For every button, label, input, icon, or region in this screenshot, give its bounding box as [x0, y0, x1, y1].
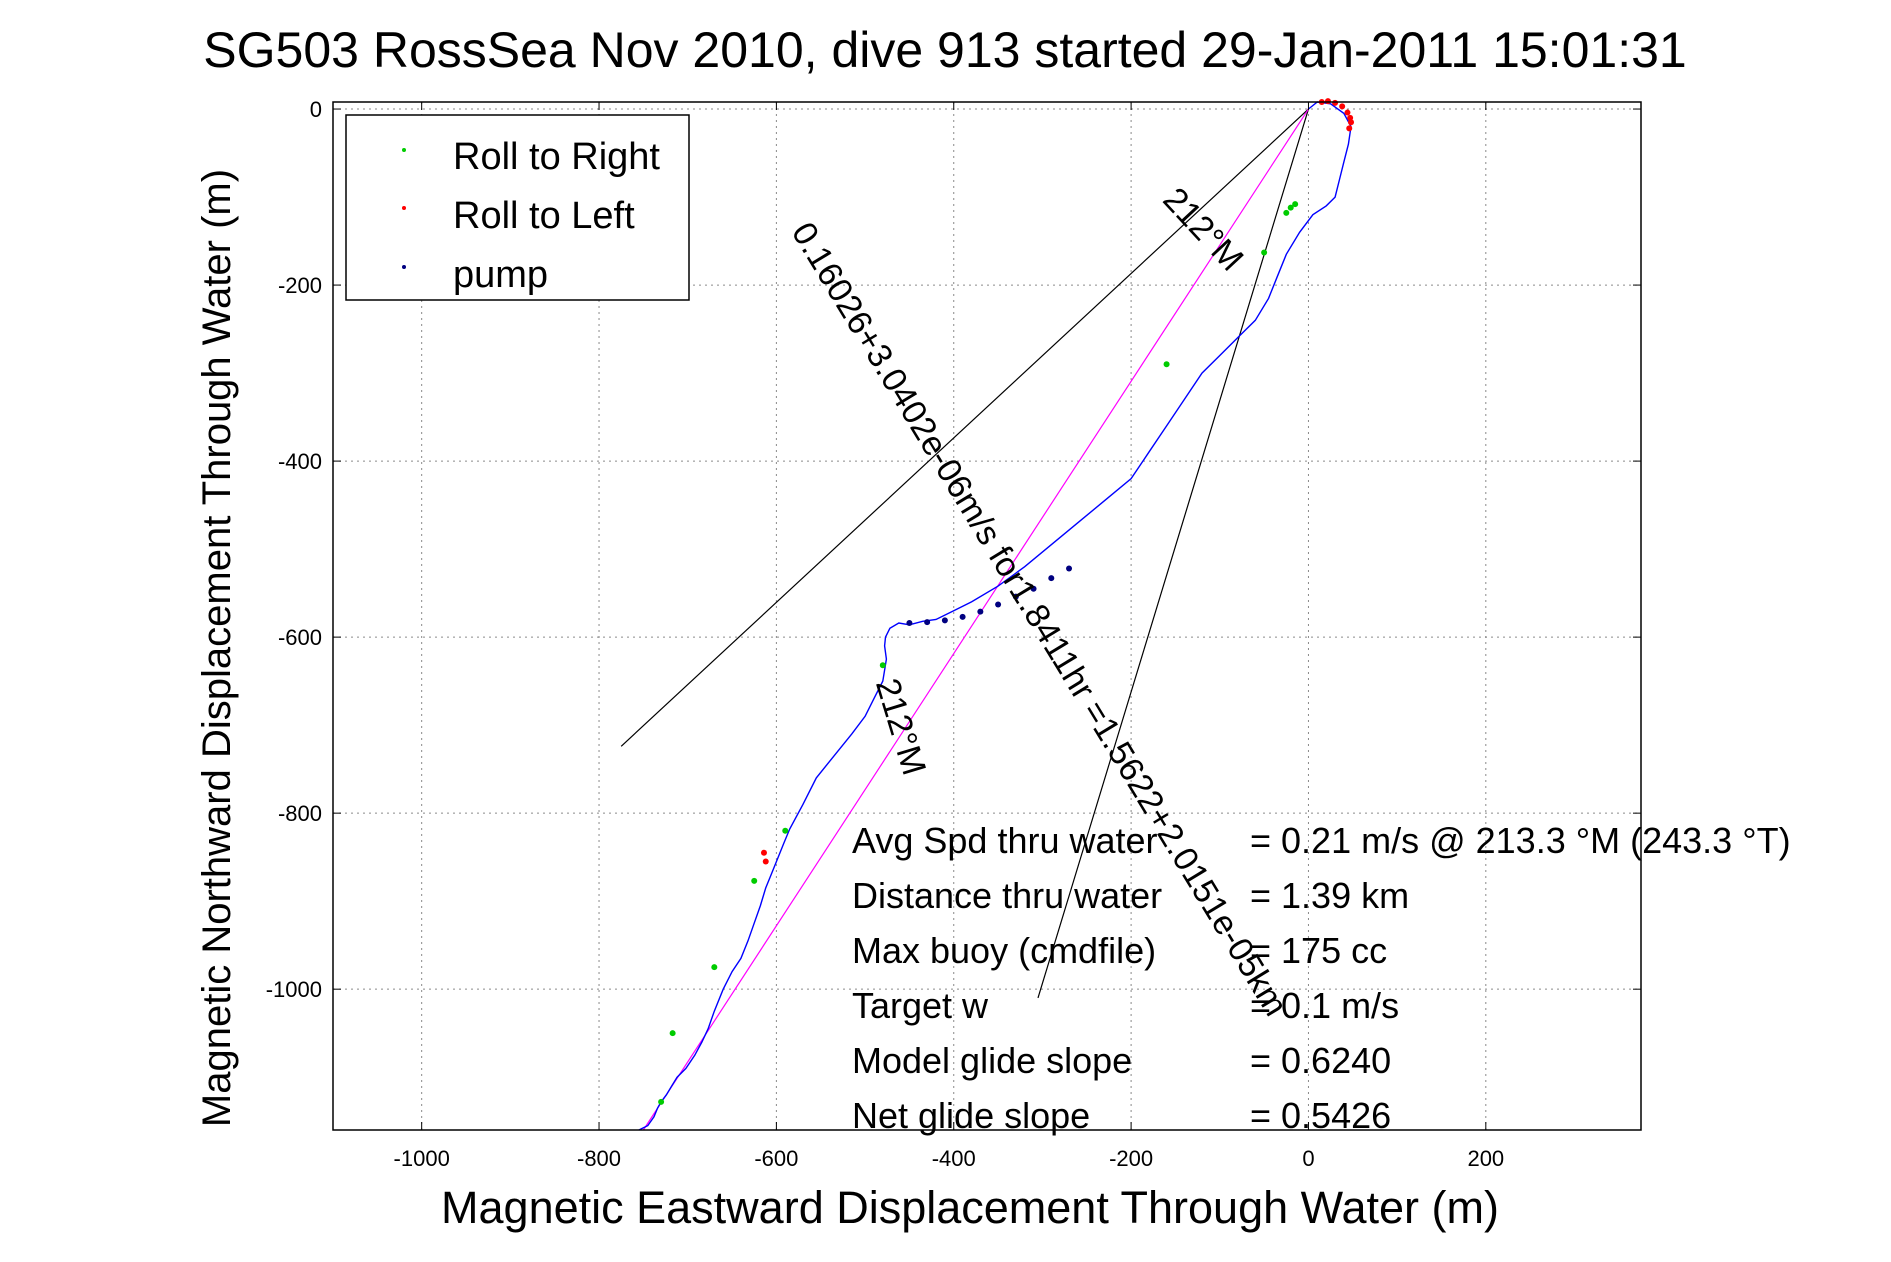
legend: Roll to Right Roll to Left pump	[345, 114, 690, 301]
pump-point	[995, 601, 1002, 608]
annotation-label: Avg Spd thru water	[852, 820, 1158, 861]
legend-label-roll-right: Roll to Right	[453, 136, 660, 178]
annotation-label: Model glide slope	[852, 1040, 1132, 1081]
pump-point	[1066, 565, 1073, 572]
pump-point	[1048, 575, 1055, 582]
legend-marker-roll-right	[402, 148, 406, 152]
y-axis-label: Magnetic Northward Displacement Through …	[195, 169, 239, 1127]
plot-markers	[658, 98, 1355, 1105]
legend-label-pump: pump	[453, 254, 548, 296]
annotation-value: = 0.21 m/s @ 213.3 °M (243.3 °T)	[1250, 820, 1791, 861]
annotation-label: Max buoy (cmdfile)	[852, 930, 1156, 971]
pump-point	[1012, 593, 1019, 600]
x-tick-label: -600	[754, 1146, 798, 1171]
x-tick-label: 200	[1467, 1146, 1504, 1171]
roll-right-point	[711, 964, 718, 971]
roll-right-point	[1287, 204, 1294, 211]
legend-marker-roll-left	[402, 206, 406, 210]
plot-frame	[332, 101, 1642, 1131]
legend-marker-pump	[402, 265, 406, 269]
y-tick-label: -600	[278, 625, 322, 650]
x-tick-label: 0	[1302, 1146, 1314, 1171]
cone-line	[1037, 108, 1310, 999]
pump-point	[906, 620, 913, 627]
roll-left-point	[1346, 125, 1353, 132]
roll-left-point	[1332, 99, 1339, 106]
pump-point	[977, 608, 984, 615]
heading-label-upper: 212°M	[1156, 180, 1251, 278]
axis-ticks: -1000 -800 -600 -400 -200 0 200 0 -200 -400 -600 -8…	[266, 97, 1641, 1171]
track-line	[638, 101, 1352, 1131]
annotation-label: Distance thru water	[852, 875, 1162, 916]
pump-point	[924, 619, 931, 626]
stats-annotations: Avg Spd thru water = 0.21 m/s @ 213.3 °M…	[852, 820, 1791, 1136]
roll-right-point	[1261, 249, 1268, 256]
x-tick-label: -200	[1109, 1146, 1153, 1171]
annotation-value: = 1.39 km	[1250, 875, 1409, 916]
roll-right-point	[1283, 209, 1290, 216]
pump-point	[1030, 585, 1037, 592]
cone-line	[620, 108, 1309, 747]
roll-left-point	[1324, 98, 1331, 105]
roll-left-point	[1344, 109, 1351, 116]
roll-right-point	[782, 827, 789, 834]
roll-left-point	[762, 858, 769, 865]
roll-right-point	[658, 1098, 665, 1105]
heading-line	[642, 108, 1309, 1131]
roll-right-point	[751, 877, 758, 884]
x-tick-label: -800	[577, 1146, 621, 1171]
x-tick-label: -400	[932, 1146, 976, 1171]
pump-point	[941, 617, 948, 624]
y-tick-label: -800	[278, 801, 322, 826]
x-axis-label: Magnetic Eastward Displacement Through W…	[441, 1182, 1499, 1233]
y-tick-label: -400	[278, 449, 322, 474]
roll-left-point	[1339, 103, 1346, 110]
x-tick-label: -1000	[394, 1146, 450, 1171]
annotation-value: = 0.1 m/s	[1250, 985, 1399, 1026]
annotation-label: Net glide slope	[852, 1095, 1090, 1136]
annotation-value: = 0.5426	[1250, 1095, 1391, 1136]
roll-right-point	[879, 662, 886, 669]
roll-right-point	[1163, 361, 1170, 368]
roll-left-point	[760, 849, 767, 856]
plot-lines	[620, 101, 1352, 1131]
roll-left-point	[1348, 119, 1355, 126]
y-tick-label: -200	[278, 273, 322, 298]
annotation-value: = 0.6240	[1250, 1040, 1391, 1081]
pump-point	[959, 613, 966, 620]
annotation-value: = 175 cc	[1250, 930, 1387, 971]
roll-right-point	[1292, 201, 1299, 208]
heading-label-lower: 212°M	[868, 674, 933, 779]
y-tick-label: 0	[310, 97, 322, 122]
annotation-label: Target w	[852, 985, 989, 1026]
chart-title: SG503 RossSea Nov 2010, dive 913 started…	[203, 22, 1686, 78]
y-tick-label: -1000	[266, 977, 322, 1002]
legend-label-roll-left: Roll to Left	[453, 195, 635, 237]
roll-right-point	[669, 1030, 676, 1037]
